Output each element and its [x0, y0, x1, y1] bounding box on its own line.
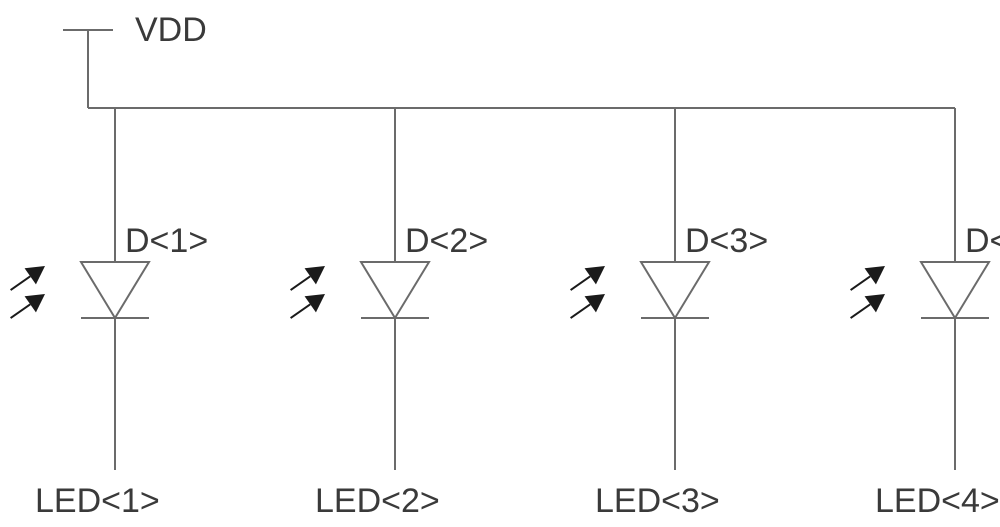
led-emit-arrow [5, 286, 51, 326]
led-triangle [361, 262, 429, 318]
led-emit-arrow [285, 286, 331, 326]
d-label: D<1> [125, 222, 208, 260]
d-label: D<2> [405, 222, 488, 260]
led-emit-arrow [845, 258, 891, 298]
led-triangle [81, 262, 149, 318]
led-emit-arrow [565, 286, 611, 326]
led-emit-arrow [285, 258, 331, 298]
led-triangle [921, 262, 989, 318]
led-emit-arrow [5, 258, 51, 298]
led-label: LED<3> [595, 482, 720, 520]
led-emit-arrow [845, 286, 891, 326]
led-label: LED<2> [315, 482, 440, 520]
led-label: LED<4> [875, 482, 1000, 520]
d-label: D<3> [685, 222, 768, 260]
led-triangle [641, 262, 709, 318]
vdd-label: VDD [135, 11, 207, 49]
led-label: LED<1> [35, 482, 160, 520]
led-emit-arrow [565, 258, 611, 298]
d-label: D<4> [965, 222, 1000, 260]
